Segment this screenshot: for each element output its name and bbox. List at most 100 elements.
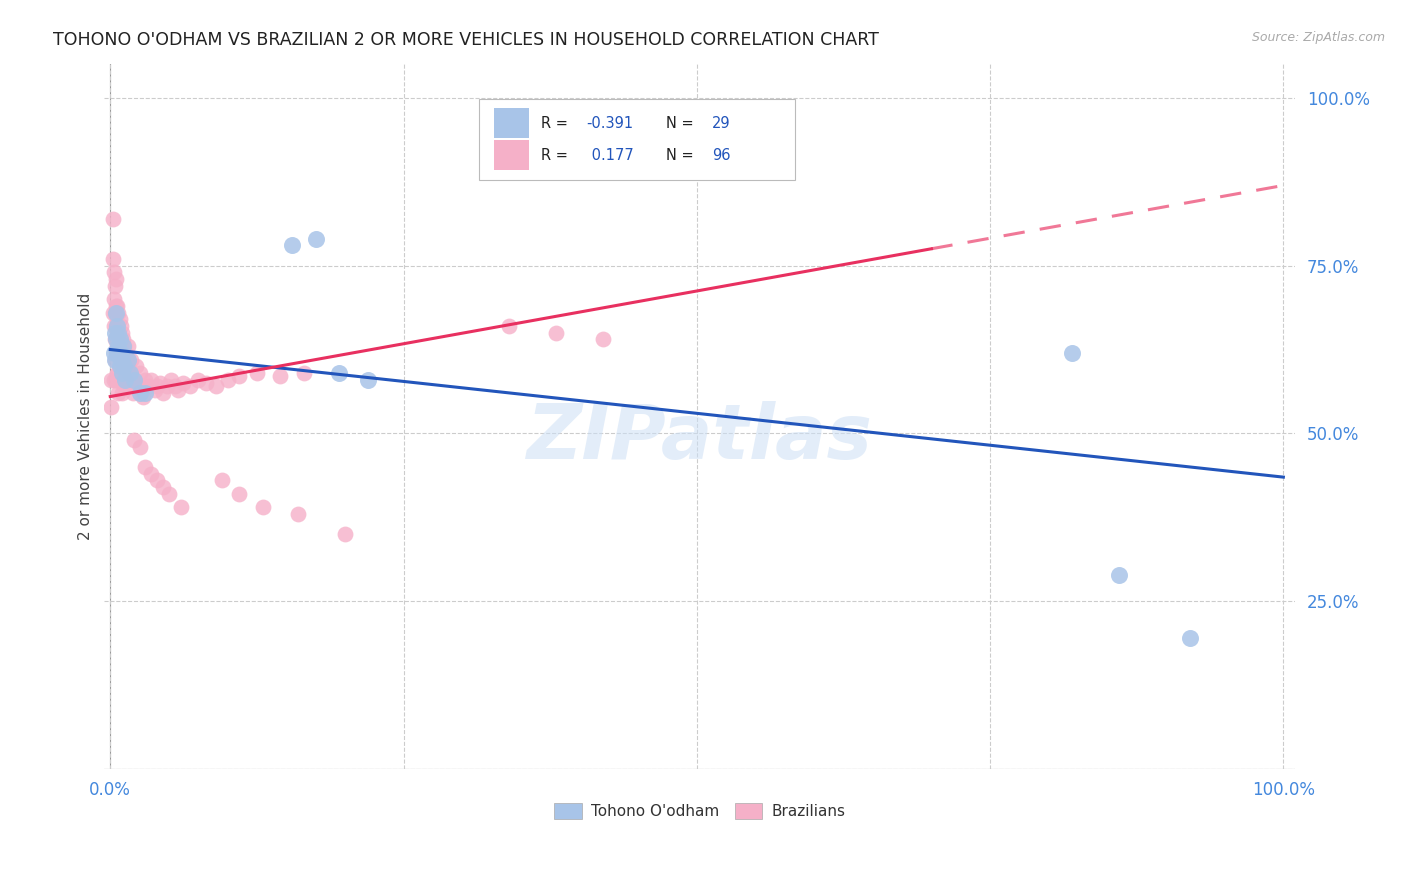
Point [172,376,194,390]
Point [228,487,250,501]
Text: TOHONO O'ODHAM VS BRAZILIAN 2 OR MORE VEHICLES IN HOUSEHOLD CORRELATION CHART: TOHONO O'ODHAM VS BRAZILIAN 2 OR MORE VE… [53,31,879,49]
Point [152,386,174,401]
Point [107,366,129,380]
Point [107,326,129,340]
Point [108,333,131,347]
Point [328,366,350,380]
Point [120,373,142,387]
Point [108,312,131,326]
Point [122,433,145,447]
Point [103,292,125,306]
Point [217,373,239,387]
Point [100,373,122,387]
Point [131,379,153,393]
Point [112,339,135,353]
Point [333,527,356,541]
Point [110,339,132,353]
Point [155,379,177,393]
Point [163,379,186,393]
Point [108,333,131,347]
Point [357,373,380,387]
Point [1108,567,1130,582]
Point [105,318,128,333]
Text: 29: 29 [711,116,730,131]
Point [544,326,567,340]
Text: Source: ZipAtlas.com: Source: ZipAtlas.com [1251,31,1385,45]
Point [169,500,191,515]
Point [105,318,128,333]
Point [134,460,156,475]
Point [105,299,128,313]
Point [114,366,136,380]
Point [110,318,132,333]
Point [246,366,269,380]
Point [120,366,142,380]
Point [141,373,163,387]
Point [104,352,127,367]
Point [152,480,174,494]
Point [105,339,128,353]
Point [105,333,128,347]
Point [105,346,128,360]
Point [128,386,150,401]
Point [205,379,228,393]
Point [128,440,150,454]
Point [179,379,201,393]
Point [304,232,326,246]
Point [111,326,134,340]
Point [269,369,291,384]
Text: N =: N = [666,147,699,162]
Point [167,383,190,397]
Point [136,379,159,393]
Point [125,359,148,374]
Point [100,400,122,414]
Point [121,386,143,401]
FancyBboxPatch shape [479,99,794,180]
Point [122,373,145,387]
Point [292,366,315,380]
Point [143,383,166,397]
Point [128,366,150,380]
Text: ZIPatlas: ZIPatlas [527,401,873,475]
Point [134,386,156,401]
Point [101,252,124,266]
Point [108,373,131,387]
Point [112,359,135,374]
Point [103,346,125,360]
Text: N =: N = [666,116,699,131]
Point [112,352,135,367]
Point [160,373,183,387]
Point [141,467,163,481]
Point [112,359,135,374]
Point [111,366,134,380]
Point [122,373,145,387]
Point [1178,632,1201,646]
Point [104,305,127,319]
Point [114,373,136,387]
Point [1062,346,1084,360]
Point [281,238,304,252]
Point [111,346,134,360]
Point [107,386,129,401]
Point [146,379,169,393]
Point [187,373,209,387]
Point [195,376,218,390]
Text: R =: R = [541,116,572,131]
FancyBboxPatch shape [494,140,530,169]
Point [287,507,309,521]
Point [107,305,129,319]
Point [132,390,155,404]
Point [228,369,250,384]
Point [592,333,614,347]
Point [103,265,125,279]
Point [252,500,274,515]
Point [498,318,520,333]
Point [114,346,136,360]
Point [120,352,142,367]
Point [104,278,127,293]
Point [105,366,128,380]
Text: -0.391: -0.391 [586,116,634,131]
Text: 0.177: 0.177 [586,147,633,162]
Text: R =: R = [541,147,572,162]
Point [117,359,139,374]
